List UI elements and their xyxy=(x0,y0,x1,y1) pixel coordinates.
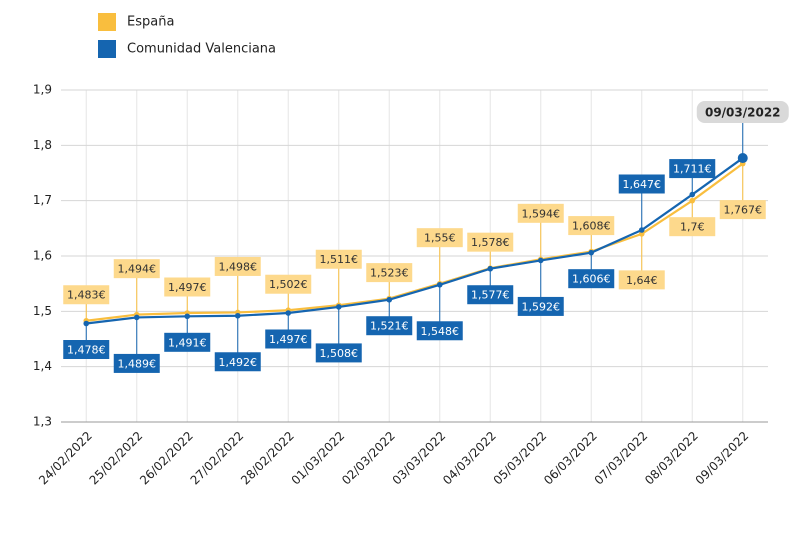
x-tick-label: 25/02/2022 xyxy=(87,429,146,488)
value-label-box xyxy=(517,203,564,223)
value-label-box xyxy=(63,340,110,360)
value-label: 1,594€ xyxy=(522,207,561,220)
point xyxy=(537,257,544,264)
value-label-box xyxy=(568,269,615,289)
value-label: 1,548€ xyxy=(421,325,460,338)
point xyxy=(638,227,645,233)
point xyxy=(737,153,748,164)
value-label-box xyxy=(214,352,261,372)
legend-label: Comunidad Valenciana xyxy=(127,42,276,57)
y-tick-label: 1,7 xyxy=(33,193,52,207)
value-label: 1,497€ xyxy=(168,281,207,294)
value-label-box xyxy=(113,259,160,279)
value-label-box xyxy=(669,159,716,179)
y-tick-label: 1,8 xyxy=(33,138,52,152)
x-tick-label: 04/03/2022 xyxy=(440,429,499,488)
point xyxy=(335,304,342,310)
x-tick-label: 01/03/2022 xyxy=(289,429,348,488)
value-label: 1,511€ xyxy=(320,253,359,266)
value-label: 1,767€ xyxy=(724,204,763,217)
point xyxy=(386,296,393,303)
value-label: 1,492€ xyxy=(219,356,258,369)
value-label: 1,608€ xyxy=(572,220,611,233)
series-line xyxy=(86,157,744,325)
point xyxy=(638,231,645,237)
value-label: 1,494€ xyxy=(118,263,157,276)
value-label-box xyxy=(265,274,312,294)
value-label: 1,7€ xyxy=(680,221,705,234)
value-label-box xyxy=(416,321,463,341)
value-label-box xyxy=(517,296,564,316)
x-tick-label: 28/02/2022 xyxy=(238,429,297,488)
value-label-box xyxy=(164,277,211,297)
point xyxy=(487,265,494,272)
value-label-box xyxy=(265,329,312,349)
value-label-box xyxy=(416,228,463,248)
point xyxy=(83,320,90,327)
value-label: 1,577€ xyxy=(471,289,510,302)
value-label: 1,647€ xyxy=(623,178,662,191)
x-tick-label: 02/03/2022 xyxy=(339,429,398,488)
value-label-box xyxy=(618,174,665,194)
value-label: 1,497€ xyxy=(269,333,308,346)
y-tick-label: 1,9 xyxy=(33,83,52,97)
x-tick-label: 27/02/2022 xyxy=(188,429,247,488)
value-label-box xyxy=(63,285,110,305)
point xyxy=(588,249,595,256)
x-tick-label: 03/03/2022 xyxy=(390,429,449,488)
value-label: 1,491€ xyxy=(168,336,207,349)
value-label: 1,64€ xyxy=(626,274,658,287)
point xyxy=(285,310,292,316)
point xyxy=(234,312,241,319)
value-label-box xyxy=(214,256,261,276)
value-label: 1,478€ xyxy=(67,344,106,357)
value-label: 1,578€ xyxy=(471,236,510,249)
x-tick-label: 06/03/2022 xyxy=(541,429,600,488)
value-label-box xyxy=(315,249,362,269)
y-tick-label: 1,6 xyxy=(33,249,52,263)
legend-label: España xyxy=(127,15,174,30)
value-label-box xyxy=(113,353,160,373)
value-label-box xyxy=(366,263,413,283)
x-tick-label: 09/03/2022 xyxy=(693,429,752,488)
x-tick-label: 24/02/2022 xyxy=(36,429,95,488)
value-label-box xyxy=(315,343,362,363)
value-label: 1,523€ xyxy=(370,267,409,280)
value-label-box xyxy=(467,232,514,252)
x-tick-label: 26/02/2022 xyxy=(137,429,196,488)
point xyxy=(184,313,191,320)
value-label: 1,592€ xyxy=(522,300,561,313)
value-label: 1,489€ xyxy=(118,357,157,370)
y-tick-label: 1,3 xyxy=(33,415,52,429)
value-label-box xyxy=(719,200,766,220)
point xyxy=(689,191,696,198)
tooltip-box xyxy=(696,101,789,123)
point xyxy=(689,197,696,204)
value-label: 1,502€ xyxy=(269,278,308,291)
point xyxy=(436,281,443,288)
value-label-box xyxy=(164,332,211,352)
x-tick-label: 05/03/2022 xyxy=(491,429,550,488)
point xyxy=(133,314,140,321)
value-label: 1,55€ xyxy=(424,232,456,245)
value-label-box xyxy=(467,285,514,305)
value-label: 1,711€ xyxy=(673,163,712,176)
value-label: 1,606€ xyxy=(572,273,611,286)
tooltip-label: 09/03/2022 xyxy=(705,106,781,120)
y-tick-label: 1,4 xyxy=(33,359,52,373)
value-label: 1,498€ xyxy=(219,260,258,273)
value-label-box xyxy=(366,316,413,336)
value-label: 1,483€ xyxy=(67,289,106,302)
y-tick-label: 1,5 xyxy=(33,304,52,318)
value-label-box xyxy=(669,217,716,237)
legend-swatch xyxy=(98,13,116,31)
value-label: 1,508€ xyxy=(320,347,359,360)
legend-swatch xyxy=(98,40,116,58)
value-label-box xyxy=(568,216,615,236)
value-label-box xyxy=(618,270,665,290)
x-tick-label: 08/03/2022 xyxy=(642,429,701,488)
x-tick-label: 07/03/2022 xyxy=(592,429,651,488)
value-label: 1,521€ xyxy=(370,320,409,333)
